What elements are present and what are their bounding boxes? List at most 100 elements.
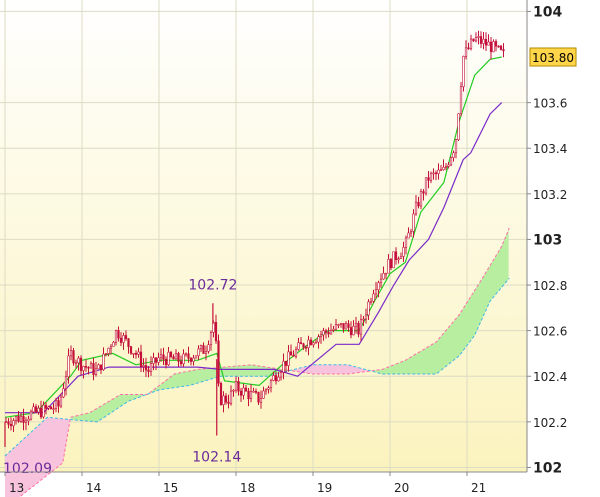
candle-body (114, 330, 118, 343)
candle-body (322, 330, 325, 336)
candle-body (24, 420, 28, 423)
candle-body (427, 177, 430, 181)
candle-body (422, 191, 425, 194)
candle-body (34, 406, 38, 413)
candle-body (342, 323, 345, 330)
candle-body (37, 407, 40, 413)
candle-body (249, 391, 253, 400)
candle-body (502, 49, 505, 52)
candle-body (202, 345, 205, 354)
candle-body (404, 237, 408, 248)
candle-body (164, 358, 168, 366)
candle-body (174, 353, 178, 360)
candle-body (194, 355, 198, 359)
candle-body (432, 172, 435, 175)
candle-body (334, 324, 338, 330)
candle-body (402, 247, 405, 257)
candle-body (142, 365, 145, 367)
candle-body (359, 319, 363, 335)
candle-body (137, 351, 140, 355)
y-tick-label: 102.8 (533, 279, 567, 293)
candle-body (304, 346, 308, 349)
candle-body (437, 169, 440, 174)
candle-body (184, 353, 188, 356)
candle-body (397, 258, 400, 261)
candle-body (92, 363, 95, 375)
extreme-annotation: 102.14 (192, 450, 241, 466)
x-tick-label: 18 (240, 481, 255, 495)
candle-body (49, 406, 53, 410)
candle-body (292, 354, 295, 357)
y-tick-label: 102.4 (533, 370, 567, 384)
candle-body (179, 361, 183, 365)
candle-body (482, 38, 485, 44)
last-price-box (529, 47, 577, 67)
candle-body (327, 331, 330, 335)
y-axis-panel (528, 0, 600, 497)
candle-body (252, 390, 255, 393)
candle-body (54, 400, 58, 409)
candle-body (149, 363, 153, 372)
candle-body (139, 351, 143, 367)
candle-body (497, 45, 500, 48)
candle-body (267, 387, 270, 390)
candle-body (467, 47, 470, 50)
candle-body (74, 362, 78, 365)
candle-body (484, 38, 488, 46)
candle-body (64, 376, 68, 389)
candle-body (167, 351, 170, 366)
candle-body (237, 381, 240, 392)
candle-body (469, 38, 473, 49)
candle-body (364, 314, 368, 320)
candle-body (357, 323, 360, 335)
candle-body (452, 152, 455, 159)
candle-body (147, 369, 150, 372)
candle-body (127, 338, 130, 347)
candle-body (464, 47, 468, 57)
candle-body (434, 172, 438, 175)
candle-body (487, 41, 490, 46)
candle-body (247, 390, 250, 400)
candle-body (379, 278, 383, 283)
candle-body (17, 416, 20, 422)
candle-body (429, 172, 433, 181)
candle-body (99, 364, 103, 371)
candle-body (309, 339, 313, 346)
candle-body (157, 357, 160, 363)
candle-body (44, 404, 48, 409)
ichimoku-cloud (4, 227, 510, 497)
candle-body (367, 301, 370, 316)
candle-body (117, 330, 120, 339)
candle-body (372, 293, 375, 302)
candle-body (399, 256, 403, 259)
y-tick-label: 103.2 (533, 188, 567, 202)
candle-body (129, 346, 133, 354)
candle-body (42, 404, 45, 418)
plot-background (0, 0, 527, 472)
candle-body (329, 330, 333, 335)
candle-body (392, 251, 395, 269)
candle-body (347, 323, 350, 328)
candle-body (389, 259, 393, 269)
candle-body (447, 164, 450, 167)
annotations: 102.72 102.14 102.09 (3, 277, 241, 477)
candle-body (382, 272, 385, 280)
candle-body (189, 357, 193, 362)
cloud-bullish-area (148, 364, 289, 394)
candle-body (394, 251, 398, 261)
y-tick-label: 103.6 (533, 97, 567, 111)
candle-body (29, 411, 33, 420)
candle-body (479, 36, 483, 44)
candle-body (492, 41, 495, 53)
grid-lines (0, 0, 527, 472)
candle-body (387, 259, 390, 274)
candle-body (72, 350, 75, 364)
candle-body (339, 323, 343, 325)
candle-body (354, 323, 358, 327)
candle-body (264, 389, 268, 392)
candle-body (319, 334, 323, 338)
candle-body (282, 360, 285, 373)
candle-body (9, 424, 13, 427)
price-candles (4, 30, 505, 447)
